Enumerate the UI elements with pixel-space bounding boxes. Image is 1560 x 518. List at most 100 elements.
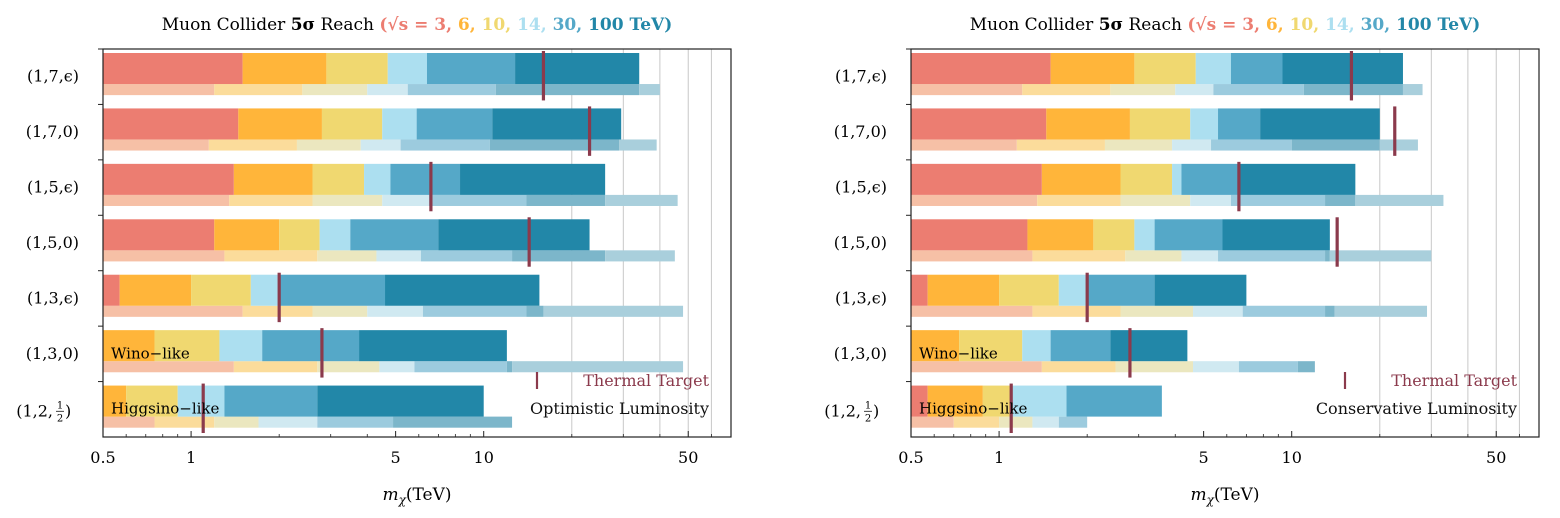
bar-3-TeV (103, 274, 120, 306)
bar-10-TeV (959, 330, 1023, 362)
annotation-higgsinolike: Higgsino−like (111, 400, 220, 418)
bar-10-TeV (1129, 108, 1191, 140)
light-bar-14-TeV (1193, 305, 1243, 317)
bar-30-TeV (279, 274, 386, 306)
category-label-num: 1 (57, 400, 63, 411)
light-bar-far (639, 84, 660, 96)
light-bar-far (1379, 139, 1418, 151)
light-bar-100-TeV (526, 194, 606, 206)
bar-100-TeV (359, 330, 507, 362)
bar-30-TeV (1218, 108, 1261, 140)
category-label-num: 1 (865, 400, 871, 411)
x-tick-label: 10 (1282, 448, 1302, 467)
title-middle: Reach (315, 15, 379, 35)
light-bar-10-TeV (1104, 139, 1173, 151)
bar-14-TeV (1011, 385, 1067, 417)
light-bar-far (605, 194, 678, 206)
row-3: (1,5,0) (834, 214, 1432, 267)
row-2: (1,5,ϵ) (835, 159, 1444, 212)
light-bar-10-TeV (312, 194, 383, 206)
bar-6-TeV (242, 53, 327, 85)
light-bar-far (1329, 250, 1432, 262)
row-0: (1,7,ϵ) (27, 48, 660, 101)
bar-14-TeV (1058, 274, 1088, 306)
x-tick-label: 0.5 (898, 448, 923, 467)
light-bar-6-TeV (208, 139, 297, 151)
light-bar-30-TeV (407, 84, 496, 96)
light-bar-10-TeV (317, 361, 380, 373)
light-bar-30-TeV (1211, 139, 1292, 151)
bar-14-TeV (250, 274, 280, 306)
light-bar-10-TeV (317, 250, 377, 262)
bar-30-TeV (262, 330, 360, 362)
title-energy-5: 100 TeV) (582, 15, 672, 35)
x-tick-label: 5 (391, 448, 401, 467)
bar-10-TeV (126, 385, 178, 417)
light-bar-14-TeV (1181, 250, 1219, 262)
category-label-end: ) (873, 401, 879, 420)
category-label: (1,2, 1 2) (16, 400, 71, 424)
bar-30-TeV (390, 163, 461, 195)
x-tick-label: 50 (1486, 448, 1506, 467)
light-bar-10-TeV (214, 416, 259, 428)
light-bar-6-TeV (154, 416, 215, 428)
bar-100-TeV (385, 274, 540, 306)
bar-3-TeV (103, 163, 234, 195)
light-bar-6-TeV (1022, 84, 1111, 96)
light-bar-14-TeV (367, 305, 423, 317)
bar-6-TeV (927, 385, 983, 417)
light-bar-14-TeV (1190, 194, 1231, 206)
category-label: (1,7,0) (26, 122, 79, 141)
light-bar-14-TeV (1193, 361, 1239, 373)
title-energy-1: 6, (452, 15, 476, 35)
light-bar-10-TeV (296, 139, 361, 151)
x-axis-label-symbol: m (1190, 485, 1206, 505)
light-bar-6-TeV (233, 361, 318, 373)
light-bar-10-TeV (1115, 361, 1194, 373)
light-bar-6-TeV (953, 416, 1000, 428)
category-label: (1,5,0) (834, 233, 887, 252)
bar-10-TeV (154, 330, 220, 362)
bar-6-TeV (1046, 108, 1130, 140)
bar-100-TeV (515, 53, 640, 85)
row-0: (1,7,ϵ) (835, 48, 1423, 101)
light-bar-3-TeV (103, 305, 243, 317)
light-bar-100-TeV (506, 361, 513, 373)
light-bar-30-TeV (428, 194, 527, 206)
light-bar-14-TeV (379, 361, 415, 373)
title-energy-3: 14, (511, 15, 547, 35)
category-label: (1,7,ϵ) (27, 67, 79, 86)
bar-3-TeV (911, 219, 1028, 251)
bar-6-TeV (214, 219, 280, 251)
title-sqrt-s: (√s = (1187, 15, 1242, 35)
light-bar-far (543, 305, 684, 317)
bar-6-TeV (911, 330, 960, 362)
light-bar-14-TeV (376, 250, 421, 262)
light-bar-30-TeV (317, 416, 394, 428)
light-bar-30-TeV (400, 139, 490, 151)
bar-100-TeV (460, 163, 606, 195)
chart-panel-1: (1,7,ϵ) (1,7,0) (1,5,ϵ) (1,5,0) (1,3,ϵ) (1,3,… (16, 15, 732, 507)
light-bar-6-TeV (224, 250, 318, 262)
light-bar-10-TeV (1110, 84, 1176, 96)
light-bar-10-TeV (1120, 194, 1191, 206)
annotation-winolike: Wino−like (111, 344, 190, 362)
category-label-end: ) (65, 401, 71, 420)
light-bar-far (1334, 305, 1428, 317)
light-bar-100-TeV (489, 139, 620, 151)
light-bar-6-TeV (1032, 250, 1126, 262)
bar-3-TeV (911, 108, 1047, 140)
light-bar-10-TeV (312, 305, 368, 317)
bar-14-TeV (364, 163, 391, 195)
light-bar-14-TeV (1175, 84, 1214, 96)
bar-6-TeV (233, 163, 313, 195)
bar-100-TeV (1238, 163, 1356, 195)
title-prefix: Muon Collider (162, 15, 291, 35)
row-4: (1,3,ϵ) (27, 270, 684, 323)
bar-6-TeV (103, 385, 127, 417)
category-label: (1,7,0) (834, 122, 887, 141)
legend-luminosity-label: Conservative Luminosity (1316, 399, 1517, 418)
light-bar-3-TeV (103, 250, 225, 262)
category-label-den: 2 (57, 413, 63, 424)
bar-6-TeV (1041, 163, 1121, 195)
